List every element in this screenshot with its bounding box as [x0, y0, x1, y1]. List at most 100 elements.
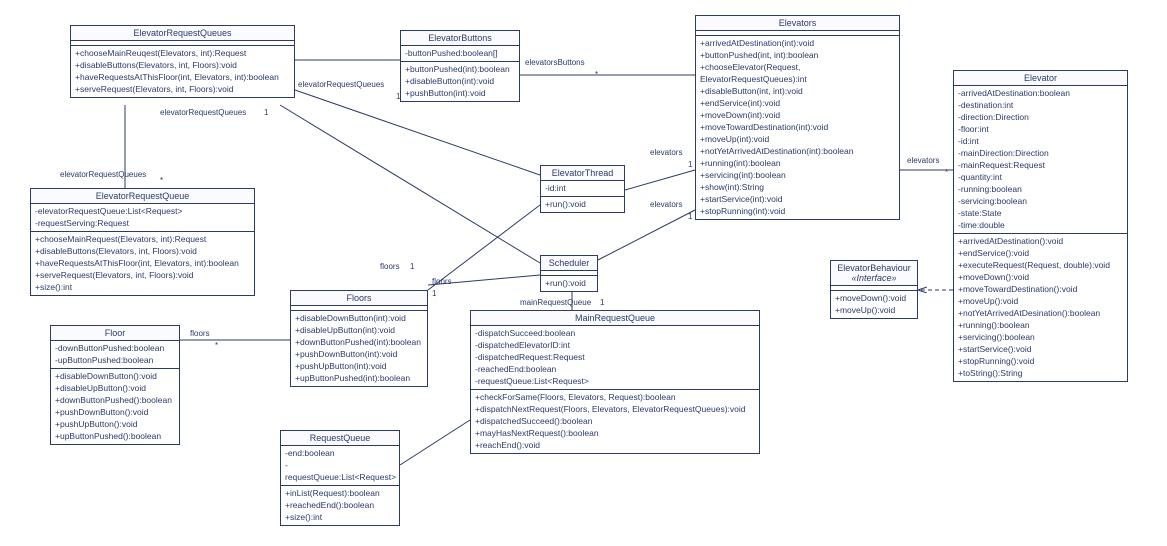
- op: +toString():String: [958, 367, 1123, 379]
- op: +running(int):boolean: [700, 157, 895, 169]
- assoc-label: floors: [432, 277, 452, 286]
- attr: -dispatchedRequest:Request: [475, 351, 755, 363]
- ops-section: +disableDownButton():void +disableUpButt…: [51, 369, 179, 444]
- assoc-mult: *: [595, 70, 598, 79]
- op: +notYetArrivedAtDesination():boolean: [958, 307, 1123, 319]
- class-title: ElevatorRequestQueues: [71, 26, 294, 41]
- class-elevator-request-queues: ElevatorRequestQueues +chooseMainReuqest…: [70, 25, 295, 98]
- assoc-label: elevatorRequestQueues: [160, 108, 246, 117]
- class-main-request-queue: MainRequestQueue -dispatchSucceed:boolea…: [470, 310, 760, 454]
- op: +serveRequest(Elevators, int, Floors):vo…: [35, 269, 250, 281]
- assoc-label: elevators: [650, 148, 682, 157]
- class-title: MainRequestQueue: [471, 311, 759, 326]
- ops-section: +moveDown():void +moveUp():void: [831, 291, 917, 318]
- op: +running():boolean: [958, 319, 1123, 331]
- attr: -buttonPushed:boolean[]: [405, 47, 515, 59]
- op: +mayHasNextRequest():boolean: [475, 427, 755, 439]
- class-title: Floor: [51, 326, 179, 341]
- op: +pushDownButton():void: [55, 406, 175, 418]
- class-title: Floors: [291, 291, 427, 306]
- attr: -destination:int: [958, 99, 1123, 111]
- ops-section: +disableDownButton(int):void +disableUpB…: [291, 311, 427, 386]
- attr: -mainDirection:Direction: [958, 147, 1123, 159]
- class-title: Elevator: [954, 71, 1127, 86]
- op: +servicing(int):boolean: [700, 169, 895, 181]
- op: +inList(Request):boolean: [285, 487, 395, 499]
- op: +reachedEnd():boolean: [285, 499, 395, 511]
- attr-section: -id:int: [541, 181, 624, 197]
- assoc-label: floors: [190, 329, 210, 338]
- op: +buttonPushed(int, int):boolean: [700, 49, 895, 61]
- attr: -requestQueue:List<Request>: [285, 459, 395, 483]
- op: +downButtonPushed(int):boolean: [295, 336, 423, 348]
- attr: -reachedEnd:boolean: [475, 363, 755, 375]
- attr-section: -elevatorRequestQueue:List<Request> -req…: [31, 204, 254, 232]
- attr: -arrivedAtDestination:boolean: [958, 87, 1123, 99]
- attr: -elevatorRequestQueue:List<Request>: [35, 205, 250, 217]
- ops-section: +inList(Request):boolean +reachedEnd():b…: [281, 486, 399, 525]
- op: +endService():void: [958, 247, 1123, 259]
- attr: -direction:Direction: [958, 111, 1123, 123]
- attr: -id:int: [545, 182, 620, 194]
- op: +arrivedAtDestination(int):void: [700, 37, 895, 49]
- class-floors: Floors +disableDownButton(int):void +dis…: [290, 290, 428, 387]
- op: +disableUpButton(int):void: [295, 324, 423, 336]
- op: +moveDown():void: [835, 292, 913, 304]
- op: +moveDown(int):void: [700, 109, 895, 121]
- op: +reachEnd():void: [475, 439, 755, 451]
- class-title: ElevatorRequestQueue: [31, 189, 254, 204]
- op: +endService(int):void: [700, 97, 895, 109]
- attr-section: -downButtonPushed:boolean -upButtonPushe…: [51, 341, 179, 369]
- op: +upButtonPushed():boolean: [55, 430, 175, 442]
- class-elevator-buttons: ElevatorButtons -buttonPushed:boolean[] …: [400, 30, 520, 102]
- attr: -dispatchSucceed:boolean: [475, 327, 755, 339]
- attr-section: -end:boolean -requestQueue:List<Request>: [281, 446, 399, 486]
- op: +notYetArrivedAtDestination(int):boolean: [700, 145, 895, 157]
- op: +moveTowardDestination():void: [958, 283, 1123, 295]
- op: +moveUp():void: [958, 295, 1123, 307]
- op: +pushDownButton(int):void: [295, 348, 423, 360]
- ops-section: +run():void: [541, 276, 597, 291]
- class-elevator: Elevator -arrivedAtDestination:boolean -…: [953, 70, 1128, 382]
- attr: -requestServing:Request: [35, 217, 250, 229]
- attr: -upButtonPushed:boolean: [55, 354, 175, 366]
- class-title: ElevatorThread: [541, 166, 624, 181]
- class-title: ElevatorButtons: [401, 31, 519, 46]
- op: +run():void: [545, 198, 620, 210]
- op: +disableDownButton(int):void: [295, 312, 423, 324]
- attr: -dispatchedElevatorID:int: [475, 339, 755, 351]
- attr: -downButtonPushed:boolean: [55, 342, 175, 354]
- op: +disableButton(int, int):void: [700, 85, 895, 97]
- assoc-mult: 1: [410, 262, 414, 271]
- ops-section: +arrivedAtDestination():void +endService…: [954, 234, 1127, 381]
- op: +chooseMainRequest(Elevators, int):Reque…: [35, 233, 250, 245]
- op: +pushUpButton(int):void: [295, 360, 423, 372]
- ops-section: +arrivedAtDestination(int):void +buttonP…: [696, 36, 899, 219]
- class-elevator-thread: ElevatorThread -id:int +run():void: [540, 165, 625, 213]
- assoc-mult: 1: [396, 92, 400, 101]
- op: +dispatchedSucceed():boolean: [475, 415, 755, 427]
- assoc-mult: 1: [432, 289, 436, 298]
- attr-section: -arrivedAtDestination:boolean -destinati…: [954, 86, 1127, 234]
- op: +disableButtons(Elevators, int, Floors):…: [35, 245, 250, 257]
- attr-section: -dispatchSucceed:boolean -dispatchedElev…: [471, 326, 759, 390]
- assoc-mult: *: [215, 341, 218, 350]
- op: +buttonPushed(int):boolean: [405, 63, 515, 75]
- op: +moveUp(int):void: [700, 133, 895, 145]
- assoc-label: elevators: [907, 156, 939, 165]
- op: +startService():void: [958, 343, 1123, 355]
- assoc-label: elevatorsButtons: [525, 58, 585, 67]
- attr: -servicing:boolean: [958, 195, 1123, 207]
- op: +disableDownButton():void: [55, 370, 175, 382]
- op: +downButtonPushed():boolean: [55, 394, 175, 406]
- op: +checkForSame(Floors, Elevators, Request…: [475, 391, 755, 403]
- attr: -mainRequest:Request: [958, 159, 1123, 171]
- class-title: RequestQueue: [281, 431, 399, 446]
- class-elevator-behaviour: ElevatorBehaviour «Interface» +moveDown(…: [830, 260, 918, 319]
- stereotype: «Interface»: [835, 273, 913, 283]
- op: +servicing():boolean: [958, 331, 1123, 343]
- attr: -state:State: [958, 207, 1123, 219]
- op: +chooseElevator(Request, ElevatorRequest…: [700, 61, 895, 85]
- ops-section: +chooseMainReuqest(Elevators, int):Reque…: [71, 46, 294, 97]
- op: +moveDown():void: [958, 271, 1123, 283]
